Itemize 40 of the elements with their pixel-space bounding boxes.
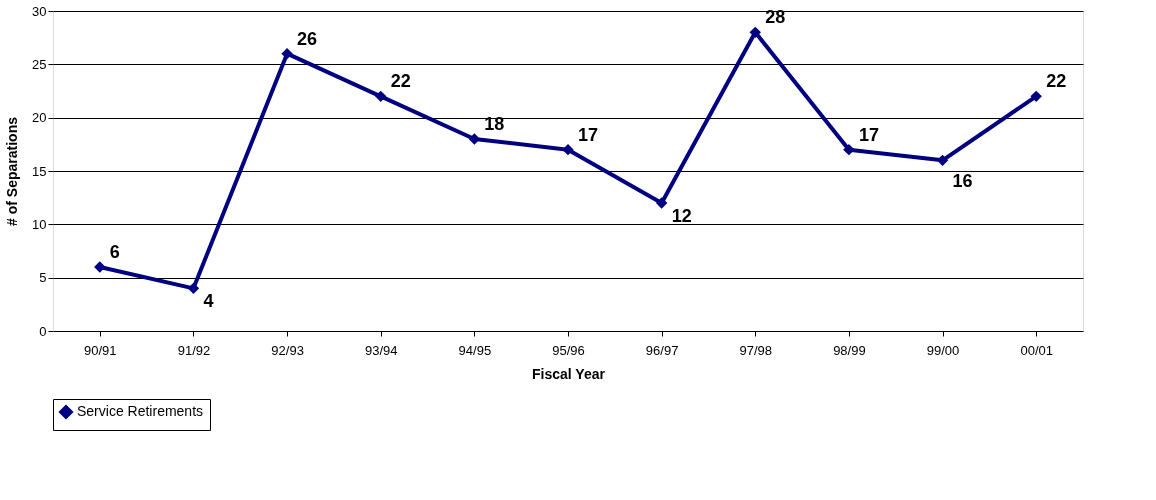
x-tick-label: 95/96 (552, 342, 585, 358)
y-tick-label: 20 (32, 110, 47, 126)
x-tick-label: 00/01 (1020, 342, 1053, 358)
data-label: 17 (578, 124, 599, 145)
y-axis-title: # of Separations (4, 116, 21, 226)
data-label: 12 (671, 206, 692, 226)
data-label: 4 (203, 291, 214, 312)
x-tick-label: 96/97 (645, 342, 679, 358)
point (375, 90, 387, 103)
data-label: 22 (1046, 71, 1067, 92)
point (1030, 90, 1042, 103)
x-tick-label: 90/91 (84, 342, 117, 358)
y-tick-label: 30 (32, 3, 47, 19)
point (843, 143, 855, 156)
x-axis-title: Fiscal Year (532, 365, 606, 382)
data-label: 22 (390, 71, 411, 92)
x-tick-label: 99/00 (926, 342, 960, 358)
legend-label: Service Retirements (77, 403, 204, 419)
y-tick-label: 0 (39, 323, 47, 339)
x-tick-label: 92/93 (271, 342, 304, 358)
x-tick-label: 97/98 (739, 342, 773, 358)
y-tick-label: 15 (32, 163, 47, 179)
data-label: 26 (297, 28, 318, 49)
x-tick-label: 93/94 (364, 342, 398, 358)
point (94, 261, 106, 273)
data-label: 17 (858, 124, 879, 145)
data-label: 6 (109, 242, 120, 262)
y-tick-label: 5 (39, 270, 47, 286)
data-label: 16 (952, 171, 973, 192)
y-tick-label: 10 (32, 216, 47, 232)
point (936, 154, 949, 167)
point (281, 47, 293, 60)
x-tick-label: 94/95 (458, 342, 492, 358)
point (655, 197, 668, 209)
x-tick-label: 91/92 (177, 342, 211, 358)
y-tick-label: 25 (32, 56, 47, 72)
point (187, 282, 200, 295)
x-tick-label: 98/99 (833, 342, 866, 358)
point (562, 143, 574, 156)
point (749, 26, 761, 39)
